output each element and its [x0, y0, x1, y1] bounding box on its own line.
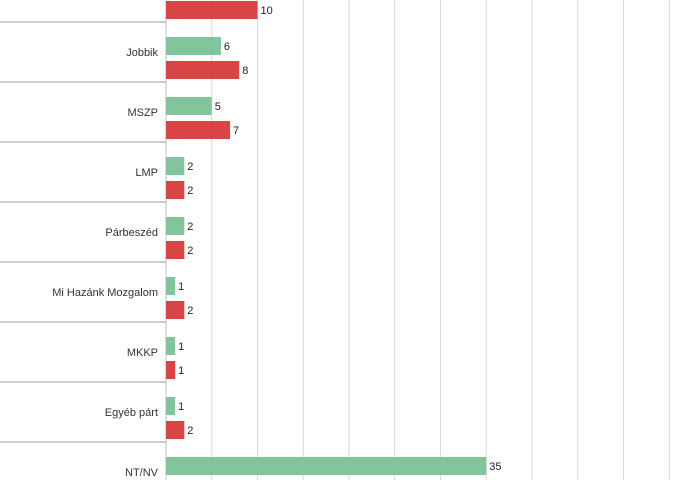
category-label: Jobbik: [126, 47, 158, 59]
data-label: 1: [178, 401, 184, 413]
category-label: Egyéb párt: [105, 407, 158, 419]
category-label: MSZP: [127, 107, 158, 119]
bar: [166, 61, 240, 79]
bar: [166, 97, 212, 115]
data-label: 1: [178, 341, 184, 353]
bar: [166, 397, 176, 415]
data-label: 2: [187, 425, 193, 437]
category-label: LMP: [135, 167, 158, 179]
category-label: NT/NV: [125, 467, 159, 479]
data-label: 6: [224, 41, 230, 53]
gridlines: [211, 0, 670, 480]
data-label: 2: [187, 305, 193, 317]
data-label: 2: [187, 185, 193, 197]
data-label: 2: [187, 161, 193, 173]
bar: [166, 337, 176, 355]
bar: [166, 217, 185, 235]
category-label: Mi Hazánk Mozgalom: [52, 287, 158, 299]
category-label: Párbeszéd: [105, 227, 158, 239]
bar: [166, 421, 185, 439]
data-label: 1: [178, 365, 184, 377]
data-label: 1: [178, 281, 184, 293]
bar: [166, 457, 487, 475]
row-separators: [0, 21, 166, 443]
category-label: MKKP: [127, 347, 158, 359]
data-label: 8: [242, 65, 248, 77]
bar: [166, 37, 221, 55]
data-label: 5: [215, 101, 221, 113]
data-label: 10: [261, 5, 273, 17]
data-label: 2: [187, 221, 193, 233]
bar: [166, 361, 176, 379]
data-label: 7: [233, 125, 239, 137]
bar: [166, 277, 176, 295]
data-label: 2: [187, 245, 193, 257]
bar: [166, 301, 185, 319]
bar: [166, 157, 185, 175]
bar: [166, 1, 258, 19]
bar: [166, 241, 185, 259]
bar: [166, 181, 185, 199]
data-label: 35: [489, 461, 501, 473]
bar: [166, 121, 231, 139]
